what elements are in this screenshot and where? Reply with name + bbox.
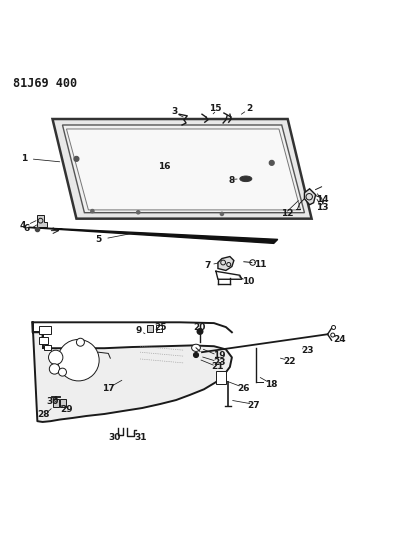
Bar [60, 399, 66, 407]
Text: 24: 24 [333, 335, 346, 344]
Bar [38, 337, 48, 344]
Text: 30: 30 [108, 433, 120, 442]
Text: 29: 29 [60, 405, 73, 414]
Polygon shape [28, 228, 278, 244]
Circle shape [220, 212, 224, 215]
Text: 26: 26 [237, 384, 249, 393]
Text: 8: 8 [229, 176, 235, 185]
Text: 2: 2 [247, 104, 253, 113]
Text: 14: 14 [316, 195, 329, 204]
Polygon shape [62, 125, 304, 213]
Circle shape [269, 160, 274, 165]
Text: 12: 12 [281, 209, 293, 219]
Bar [147, 325, 153, 332]
Polygon shape [218, 256, 234, 270]
Text: 25: 25 [155, 322, 167, 332]
Circle shape [76, 338, 84, 346]
Bar [216, 370, 226, 384]
Text: 21: 21 [212, 362, 224, 372]
Text: 3: 3 [171, 107, 177, 116]
Bar [52, 399, 59, 407]
Text: 15: 15 [209, 104, 221, 113]
Text: 13: 13 [316, 203, 329, 212]
Text: 11: 11 [254, 260, 266, 269]
Text: 10: 10 [242, 277, 254, 286]
Text: 6: 6 [24, 224, 30, 233]
Bar [44, 345, 51, 350]
Circle shape [58, 340, 99, 381]
Text: 81J69 400: 81J69 400 [13, 77, 77, 90]
Text: 9: 9 [135, 326, 142, 335]
Text: 1: 1 [22, 155, 28, 164]
Text: 4: 4 [20, 221, 26, 230]
Polygon shape [66, 129, 300, 210]
Text: 30: 30 [46, 397, 59, 406]
Text: 5: 5 [95, 235, 102, 244]
Text: 28: 28 [38, 410, 50, 419]
Polygon shape [36, 215, 46, 227]
Circle shape [48, 350, 63, 365]
Circle shape [74, 157, 79, 161]
Circle shape [49, 364, 60, 374]
Text: 7: 7 [205, 261, 211, 270]
Text: 23: 23 [213, 358, 225, 367]
Ellipse shape [192, 344, 200, 351]
Polygon shape [32, 322, 232, 422]
Circle shape [91, 209, 94, 213]
Polygon shape [52, 119, 312, 219]
Text: 31: 31 [135, 433, 147, 442]
Bar [156, 325, 162, 332]
Bar [38, 326, 50, 334]
Text: 19: 19 [213, 351, 226, 360]
Text: 22: 22 [284, 357, 296, 366]
Circle shape [197, 329, 203, 334]
Ellipse shape [240, 176, 252, 182]
Circle shape [58, 368, 66, 376]
Circle shape [194, 353, 198, 358]
Circle shape [137, 211, 140, 214]
Polygon shape [304, 189, 316, 205]
Text: 17: 17 [102, 384, 115, 393]
Text: 16: 16 [158, 161, 170, 171]
Text: 20: 20 [193, 322, 205, 332]
Text: 18: 18 [266, 379, 278, 389]
Text: 27: 27 [248, 401, 260, 410]
Text: 23: 23 [301, 346, 314, 354]
